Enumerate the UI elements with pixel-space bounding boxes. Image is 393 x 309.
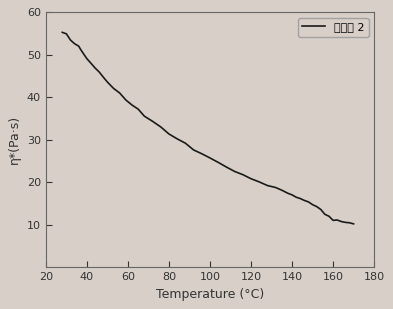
比较例 2 [89, 61, 94, 65]
Line: 比较例 2: 比较例 2 [62, 32, 354, 224]
比较例 2 [60, 31, 64, 34]
比较例 2 [351, 222, 356, 226]
Y-axis label: η*(Pa·s): η*(Pa·s) [8, 115, 21, 164]
比较例 2 [249, 177, 253, 180]
X-axis label: Temperature (°C): Temperature (°C) [156, 288, 264, 301]
比较例 2 [150, 120, 155, 123]
Legend: 比较例 2: 比较例 2 [298, 18, 369, 37]
比较例 2 [224, 165, 229, 169]
比较例 2 [279, 188, 284, 192]
比较例 2 [241, 173, 245, 176]
